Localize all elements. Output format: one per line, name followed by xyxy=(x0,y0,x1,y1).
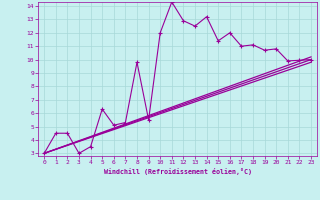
X-axis label: Windchill (Refroidissement éolien,°C): Windchill (Refroidissement éolien,°C) xyxy=(104,168,252,175)
